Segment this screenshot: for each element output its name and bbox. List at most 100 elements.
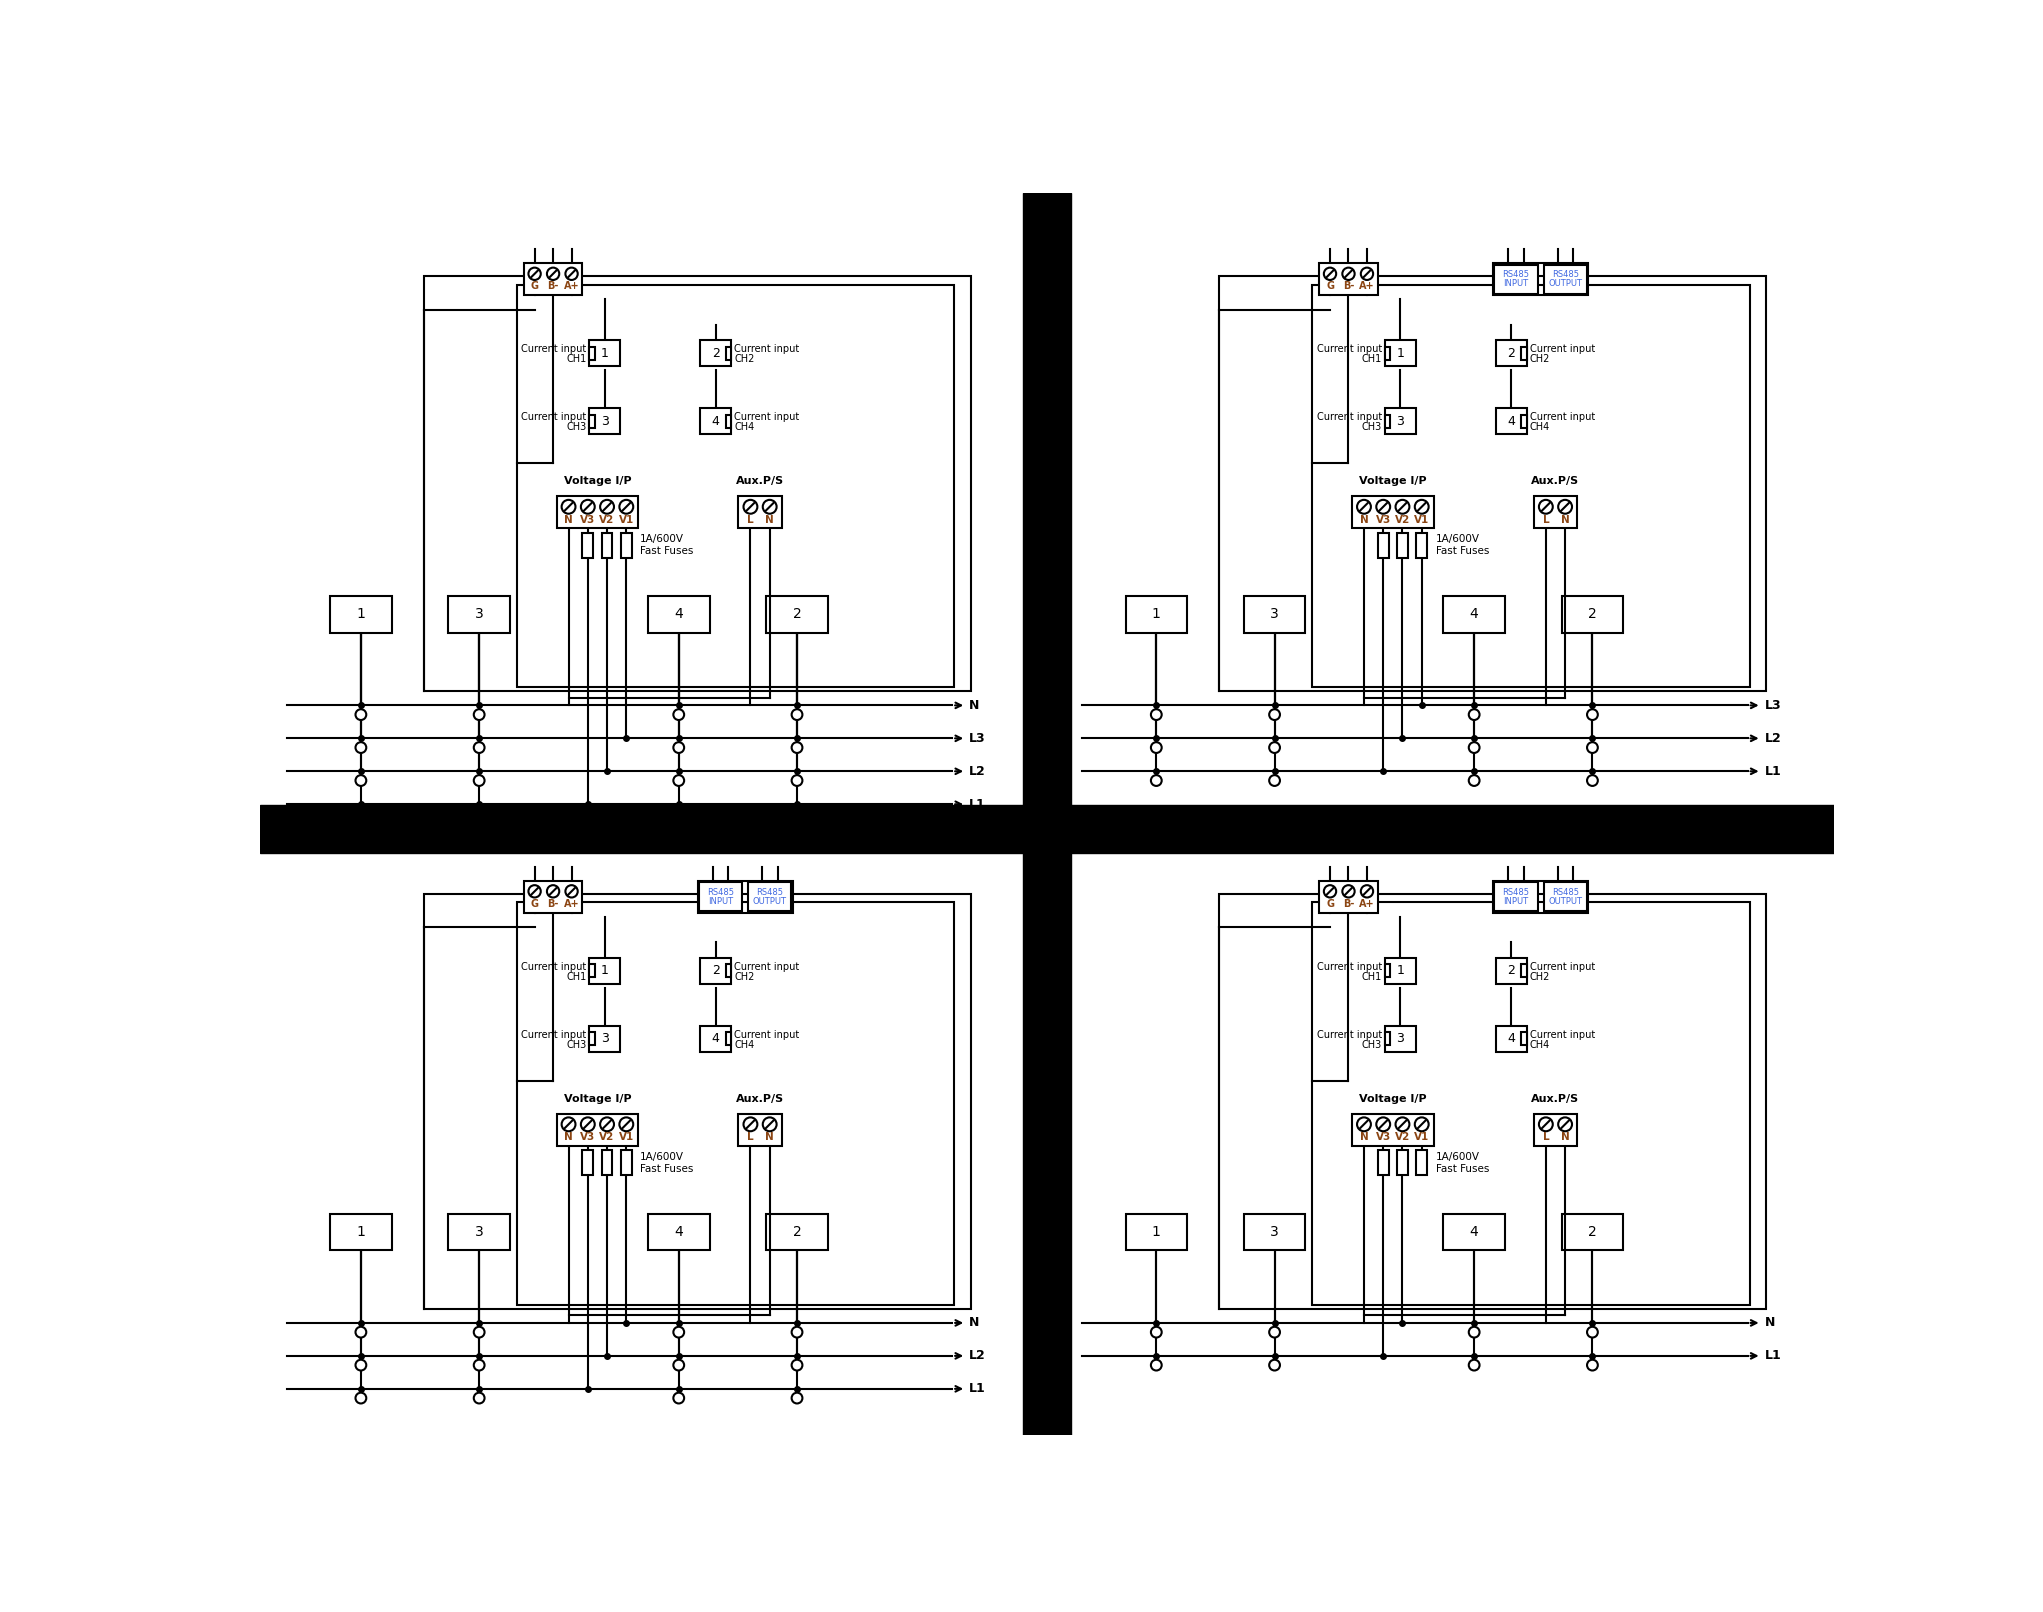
Text: 1: 1	[1395, 964, 1404, 977]
Circle shape	[474, 1327, 484, 1338]
Text: V1: V1	[1414, 1132, 1430, 1143]
Bar	[423, 276, 970, 692]
Text: Current input: Current input	[1530, 345, 1596, 355]
Bar	[766, 596, 827, 634]
Text: RS485: RS485	[756, 888, 782, 896]
Circle shape	[474, 1361, 484, 1370]
Circle shape	[1538, 500, 1553, 514]
Text: CH2: CH2	[1530, 972, 1551, 982]
Circle shape	[1469, 775, 1479, 787]
Text: 1: 1	[355, 608, 366, 622]
Circle shape	[1269, 1361, 1281, 1370]
Circle shape	[529, 885, 541, 898]
Text: OUTPUT: OUTPUT	[754, 896, 787, 906]
Bar	[523, 263, 582, 295]
Text: CH3: CH3	[1361, 422, 1381, 432]
Bar	[1320, 263, 1377, 295]
Bar	[725, 1032, 731, 1045]
Circle shape	[674, 1393, 684, 1404]
Text: 1A/600V
Fast Fuses: 1A/600V Fast Fuses	[639, 535, 693, 556]
Circle shape	[1559, 500, 1571, 514]
Bar	[556, 496, 637, 529]
Circle shape	[1324, 885, 1336, 898]
Bar	[603, 1151, 613, 1175]
Text: V2: V2	[599, 1132, 615, 1143]
Circle shape	[1150, 775, 1162, 787]
Bar	[1385, 347, 1389, 359]
Text: V2: V2	[599, 514, 615, 526]
Text: 4: 4	[674, 1225, 682, 1240]
Text: CH1: CH1	[1361, 972, 1381, 982]
Text: CH3: CH3	[566, 422, 586, 432]
Text: Current input: Current input	[521, 962, 586, 972]
Text: V2: V2	[1395, 1132, 1410, 1143]
Bar	[1385, 414, 1389, 427]
Bar	[725, 347, 731, 359]
Text: RS485: RS485	[1553, 888, 1579, 896]
Text: V3: V3	[1375, 514, 1391, 526]
Circle shape	[1587, 709, 1598, 721]
Circle shape	[619, 500, 633, 514]
Text: CH4: CH4	[1530, 422, 1551, 432]
Circle shape	[762, 1117, 776, 1132]
Bar	[648, 596, 709, 634]
Text: L: L	[748, 1132, 754, 1143]
Text: 1A/600V
Fast Fuses: 1A/600V Fast Fuses	[1436, 535, 1489, 556]
Bar	[1352, 496, 1434, 529]
Bar	[738, 1114, 782, 1146]
Text: 4: 4	[711, 414, 719, 427]
Circle shape	[791, 808, 803, 819]
Text: G: G	[1326, 280, 1334, 292]
Circle shape	[1538, 1117, 1553, 1132]
Bar	[447, 596, 511, 634]
Bar	[331, 596, 392, 634]
Circle shape	[1324, 268, 1336, 280]
Text: Aux.P/S: Aux.P/S	[1532, 1093, 1579, 1104]
Bar	[1545, 264, 1587, 293]
Bar	[1493, 263, 1587, 295]
Circle shape	[791, 1327, 803, 1338]
Text: CH2: CH2	[733, 355, 754, 364]
Bar	[725, 414, 731, 427]
Text: Current input: Current input	[733, 962, 799, 972]
Text: 3: 3	[1395, 1032, 1404, 1045]
Text: N: N	[968, 1317, 979, 1330]
Circle shape	[744, 500, 758, 514]
Circle shape	[674, 742, 684, 753]
Text: N: N	[1765, 1317, 1775, 1330]
Bar	[1320, 880, 1377, 912]
Text: 3: 3	[601, 414, 609, 427]
Text: N: N	[1359, 514, 1369, 526]
Circle shape	[548, 885, 560, 898]
Bar	[648, 1214, 709, 1251]
Circle shape	[674, 1361, 684, 1370]
Circle shape	[1342, 268, 1355, 280]
Bar	[582, 1151, 592, 1175]
Text: 4: 4	[711, 1032, 719, 1045]
Text: 1: 1	[1152, 608, 1160, 622]
Bar	[1024, 193, 1071, 1435]
Bar	[331, 1214, 392, 1251]
Bar	[748, 882, 791, 911]
Bar	[423, 895, 970, 1309]
Text: CH2: CH2	[733, 972, 754, 982]
Bar	[582, 534, 592, 558]
Bar	[1522, 1032, 1526, 1045]
Text: 3: 3	[1271, 1225, 1279, 1240]
Text: RS485: RS485	[1553, 271, 1579, 279]
Circle shape	[1469, 1327, 1479, 1338]
Text: L1: L1	[1765, 764, 1781, 779]
Text: CH4: CH4	[733, 422, 754, 432]
Text: RS485: RS485	[1502, 271, 1530, 279]
Text: 2: 2	[711, 964, 719, 977]
Text: N: N	[1359, 1132, 1369, 1143]
Text: N: N	[564, 514, 572, 526]
Circle shape	[674, 1327, 684, 1338]
Bar	[1416, 1151, 1428, 1175]
Text: L: L	[1542, 514, 1549, 526]
Bar	[590, 1032, 595, 1045]
Text: Current input: Current input	[1530, 1030, 1596, 1040]
Text: CH2: CH2	[1530, 355, 1551, 364]
Circle shape	[791, 1361, 803, 1370]
Bar	[1534, 1114, 1577, 1146]
